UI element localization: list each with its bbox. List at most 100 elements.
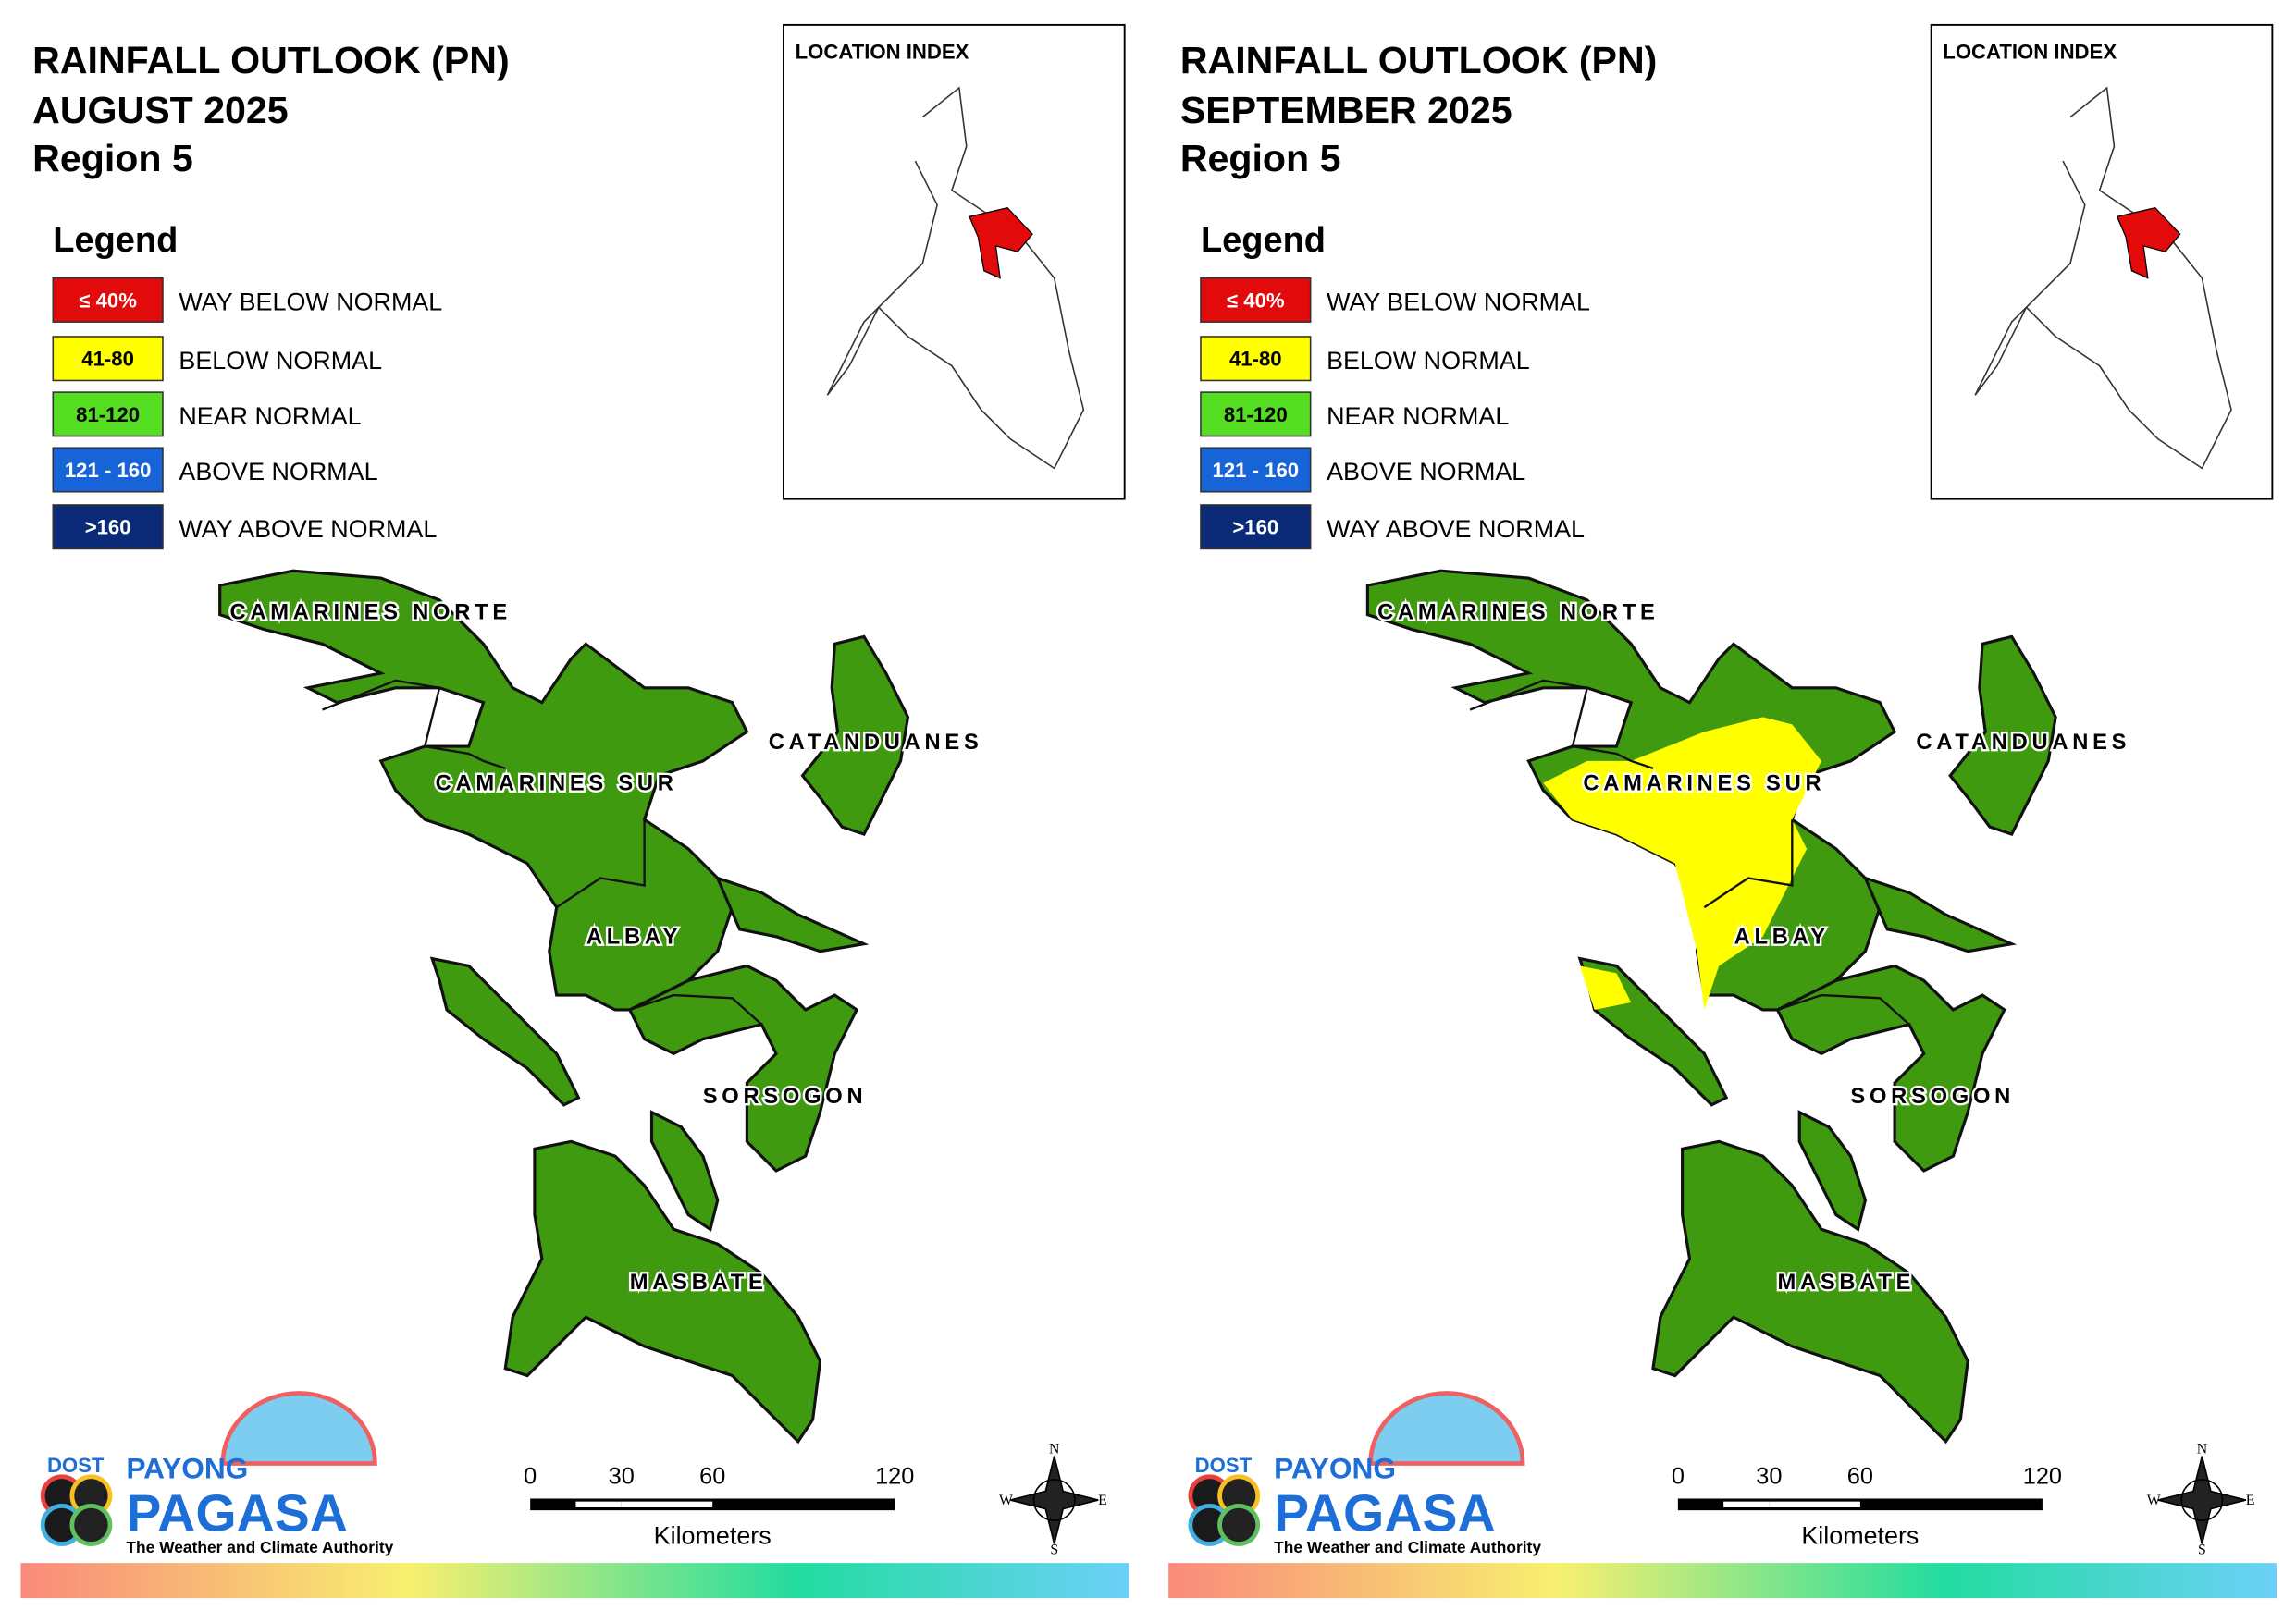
province-border [425,744,506,769]
province-shape [1797,1110,1868,1232]
province-label: CAMARINES SUR [436,772,678,796]
title-line: Region 5 [1180,137,1341,179]
legend-range: 121 - 160 [1213,459,1300,482]
scale-segment [1723,1501,1770,1507]
province-border [1703,819,1794,909]
legend-range: 81-120 [76,403,140,426]
province-shape [503,1139,822,1445]
legend-label: WAY ABOVE NORMAL [1327,515,1585,543]
scale-label: 30 [609,1464,635,1490]
scale-label: 0 [524,1464,537,1490]
scale-label: 120 [2023,1464,2062,1490]
scale-unit: Kilometers [1801,1522,1919,1550]
region-map [218,569,910,1445]
province-shape [627,964,859,1173]
legend-label: WAY BELOW NORMAL [179,288,442,315]
province-label: CATANDUANES [1916,731,2130,755]
logo-name: PAGASA [126,1483,348,1543]
province-shape [800,634,910,836]
scale-label: 60 [699,1464,725,1490]
province-border [556,819,646,909]
legend-swatch [1200,504,1312,550]
compass-rose [2157,1456,2247,1544]
logo-name: PAGASA [1274,1483,1496,1543]
province-label: CAMARINES NORTE [229,600,511,624]
compass-ring [2180,1479,2224,1522]
legend-swatch [1200,277,1312,323]
compass-letter: E [2246,1493,2255,1508]
logo-umbrella [1368,1391,1525,1466]
legend-range: 121 - 160 [65,459,152,482]
legend-swatch [52,504,164,550]
title-line: Region 5 [32,137,193,179]
outlook-zone [1579,965,1632,1010]
compass-letter: N [2197,1441,2208,1457]
panel: RAINFALL OUTLOOK (PN) SEPTEMBER 2025 Regio… [1168,23,2277,1599]
compass-letter: S [2198,1543,2206,1558]
compass-letter: E [1098,1493,1107,1508]
province-border [1777,993,1910,1026]
province-label: CAMARINES SUR [1583,772,1825,796]
legend-swatch [52,447,164,493]
index-frame [1930,23,2274,500]
compass-letter: S [1050,1543,1058,1558]
legend-label: WAY BELOW NORMAL [1327,288,1590,315]
legend-label: NEAR NORMAL [1327,402,1509,430]
compass-rose [1010,1456,1099,1544]
province-label: SORSOGON [703,1085,868,1109]
compass-letter: W [999,1493,1013,1508]
legend-swatch [52,277,164,323]
scale-segment [1769,1501,1860,1507]
province-label: ALBAY [586,926,682,950]
legend-range: >160 [85,516,131,539]
index-region [2116,207,2181,279]
legend-label: ABOVE NORMAL [1327,458,1525,486]
index-title: LOCATION INDEX [796,40,969,63]
province-border [322,679,441,747]
scale-segment [621,1501,713,1507]
logo-name-top: PAYONG [1274,1451,1396,1484]
index-frame [783,23,1126,500]
province-shape [429,956,581,1107]
legend-label: ABOVE NORMAL [179,458,377,486]
province-shape [1948,634,2057,836]
index-outline [826,86,1085,470]
region-map [1365,569,2057,1445]
logo-agency: DOST [1195,1454,1253,1477]
logo-umbrella [220,1391,377,1466]
legend-title: Legend [53,221,178,260]
legend-range: ≤ 40% [1227,289,1285,312]
province-label: CAMARINES NORTE [1377,600,1659,624]
index-outline [1974,86,2232,470]
color-band [20,1563,1129,1599]
compass-letter: N [1049,1441,1060,1457]
legend-range: >160 [1232,516,1278,539]
logo-mark [69,1504,113,1546]
legend-range: 41-80 [81,348,134,371]
title-line: RAINFALL OUTLOOK (PN) [1180,39,1658,81]
legend-range: 41-80 [1229,348,1282,371]
province-label: ALBAY [1734,926,1830,950]
province-border [629,993,763,1026]
legend-swatch [52,391,164,437]
province-shape [1651,1139,1969,1445]
scale-label: 0 [1672,1464,1685,1490]
legend-label: BELOW NORMAL [1327,347,1530,375]
color-band [1168,1563,2277,1599]
logo-agency: DOST [47,1454,105,1477]
panel: RAINFALL OUTLOOK (PN) AUGUST 2025 Region 5… [20,23,1129,1599]
title-line: AUGUST 2025 [32,89,289,131]
province-shape [649,1110,720,1232]
compass-ring [1032,1479,1076,1522]
logo-tagline: The Weather and Climate Authority [1274,1538,1541,1556]
scale-label: 30 [1756,1464,1782,1490]
province-label: MASBATE [1777,1271,1915,1295]
legend-swatch [1200,336,1312,382]
province-label: SORSOGON [1850,1085,2015,1109]
compass-letter: W [2147,1493,2161,1508]
scale-label: 120 [875,1464,914,1490]
province-shape [714,875,870,953]
province-shape [1775,964,2006,1173]
